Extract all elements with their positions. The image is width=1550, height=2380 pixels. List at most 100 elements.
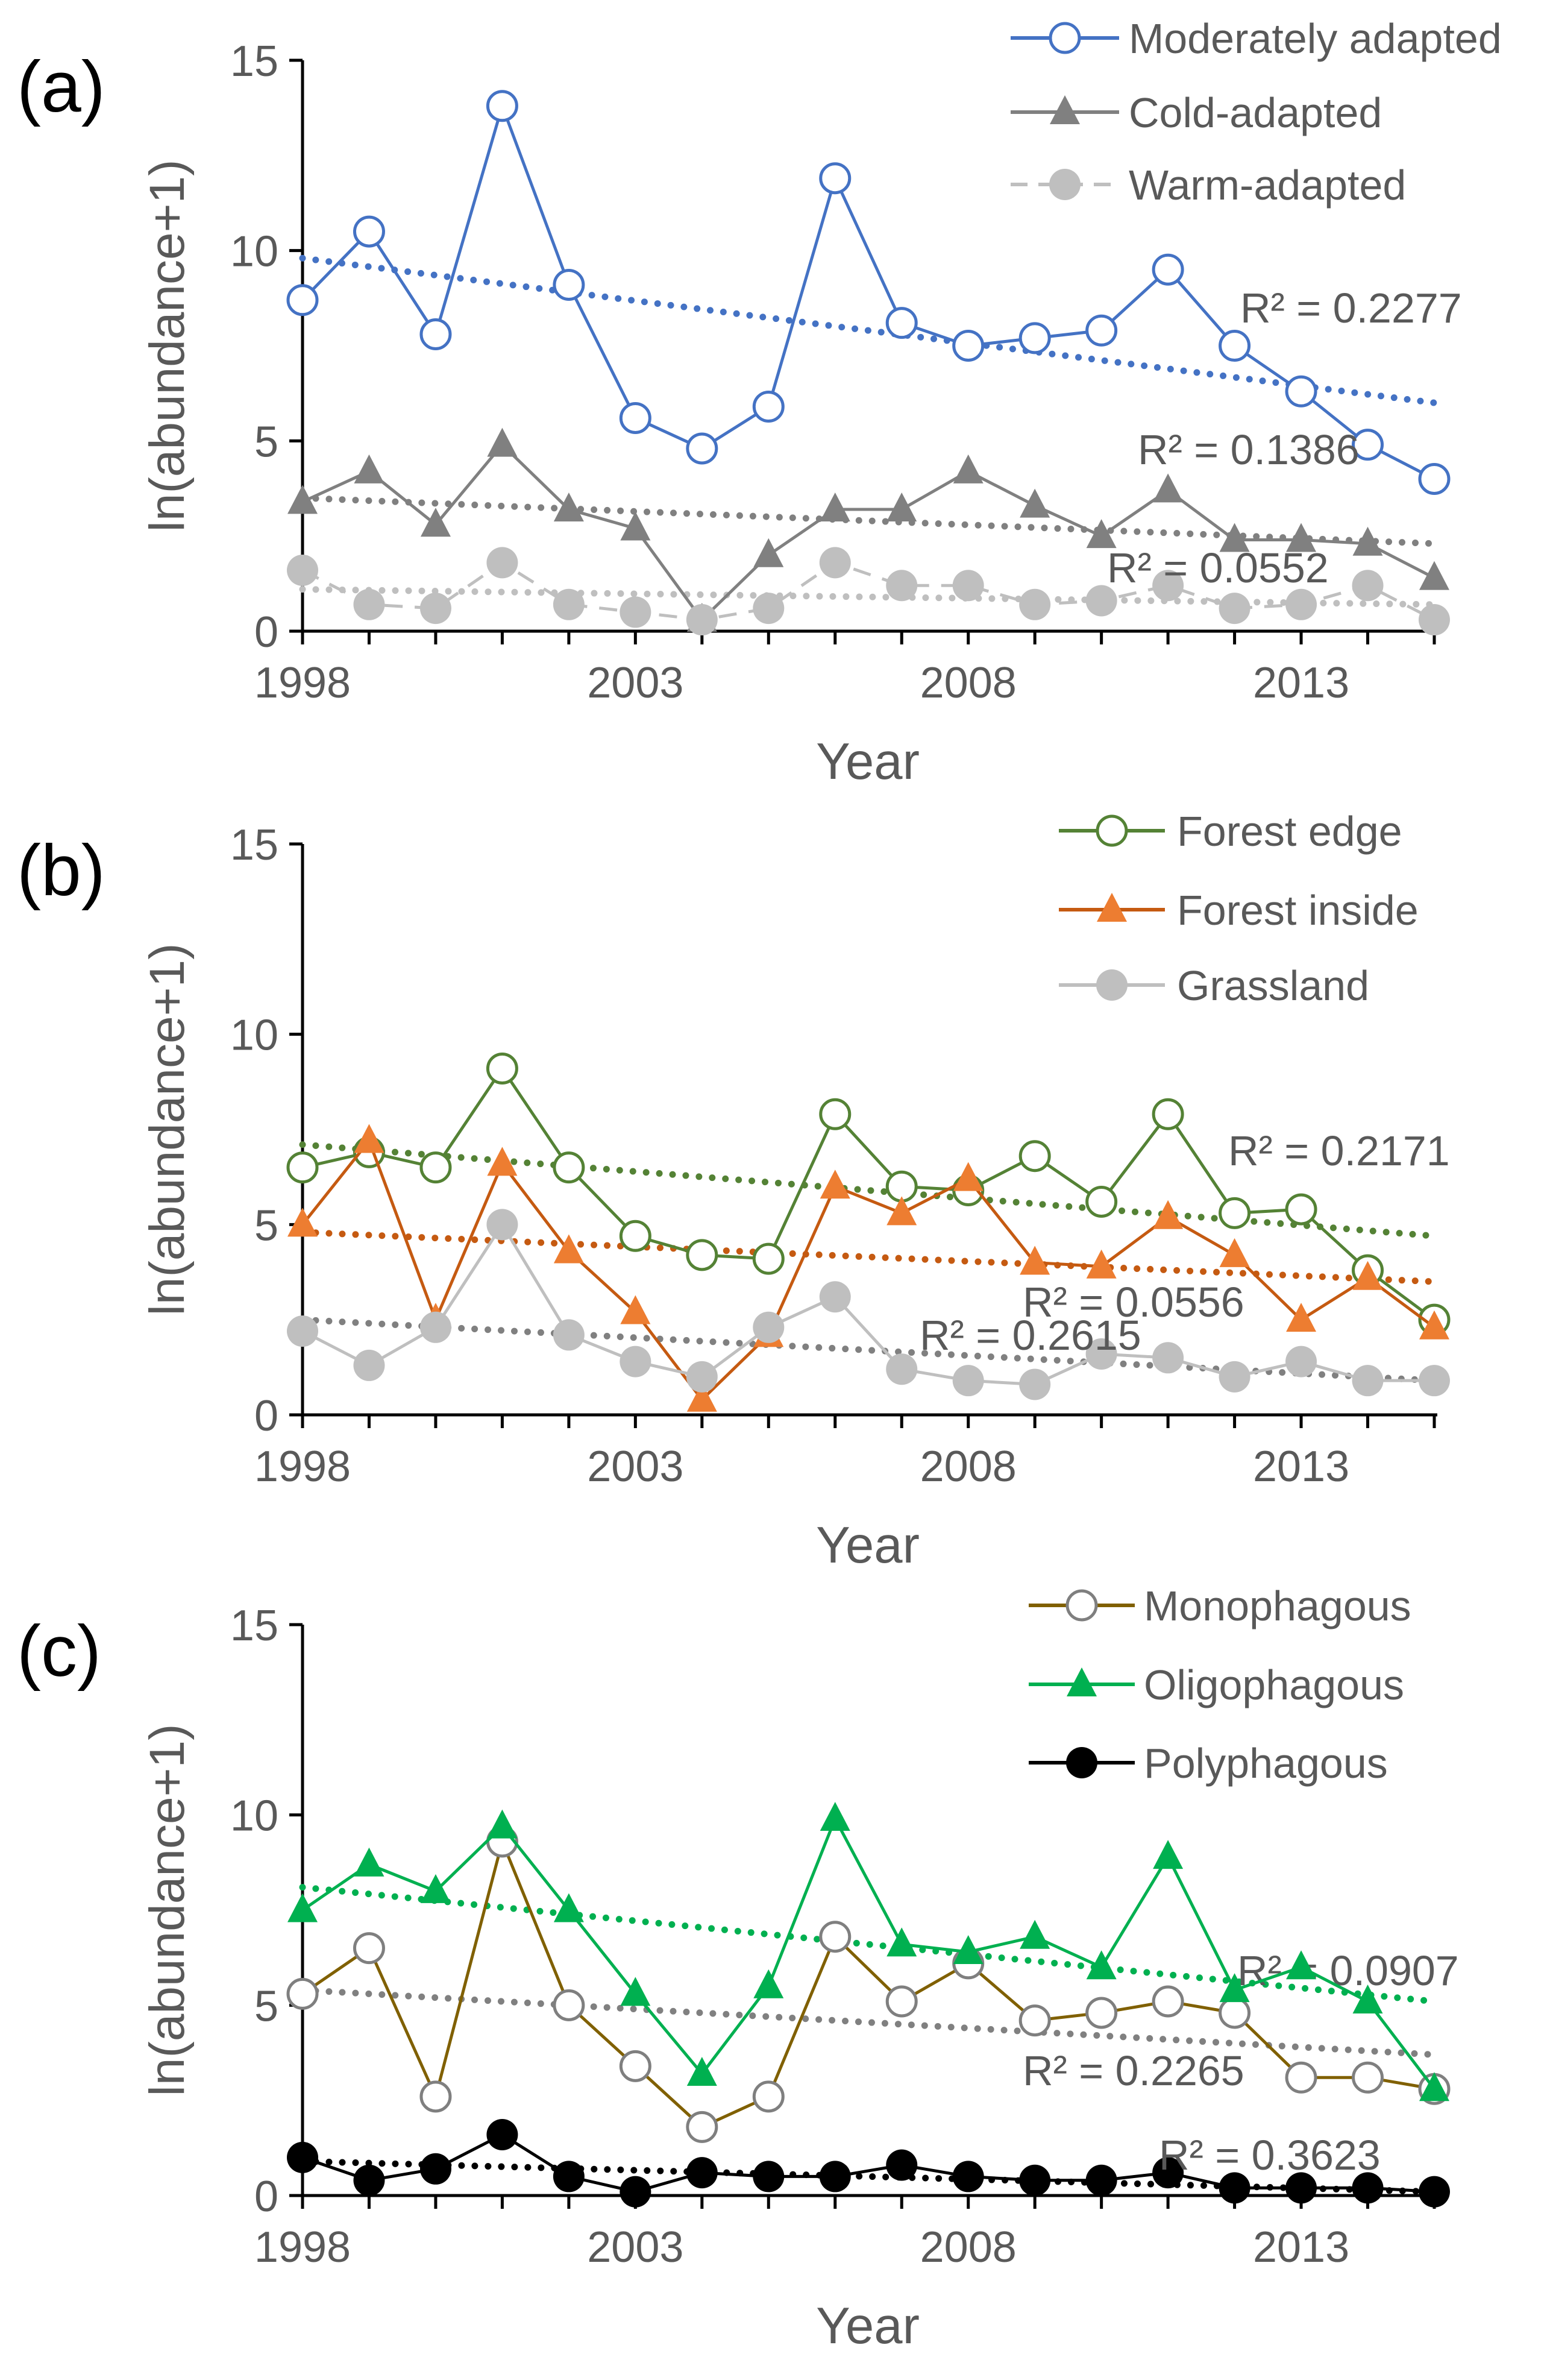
data-point	[353, 215, 385, 248]
data-point	[1085, 314, 1118, 347]
legend-marker	[1097, 893, 1127, 922]
r-squared-label: R² = 0.0556	[1023, 1279, 1244, 1326]
data-point	[420, 508, 451, 537]
data-point	[1020, 488, 1050, 518]
data-point	[1219, 1361, 1250, 1393]
trendline	[299, 494, 1438, 547]
data-point	[953, 1935, 984, 1964]
data-point	[1018, 1140, 1051, 1173]
legend-label: Warm-adapted	[1129, 162, 1406, 209]
data-point	[1152, 1985, 1184, 2018]
legend-item: Oligophagous	[1029, 1661, 1404, 1708]
legend-marker	[1050, 95, 1080, 124]
x-tick-label: 2003	[587, 659, 683, 707]
y-tick-label: 10	[230, 228, 278, 276]
data-point	[886, 1196, 917, 1226]
data-point	[686, 2056, 717, 2086]
data-point	[286, 1977, 319, 2010]
legend-label: Polyphagous	[1144, 1740, 1388, 1787]
data-point	[486, 547, 518, 579]
data-point	[952, 1365, 984, 1397]
data-point	[553, 1234, 584, 1264]
data-point	[1019, 588, 1051, 620]
data-point	[553, 1151, 585, 1184]
y-tick-label: 10	[230, 1792, 278, 1840]
data-point	[353, 2164, 385, 2196]
y-axis-label: ln(abundance+1)	[140, 160, 195, 532]
data-point	[1086, 1950, 1117, 1980]
data-point	[953, 1162, 984, 1191]
data-point	[753, 1311, 785, 1343]
y-axis-label: ln(abundance+1)	[140, 943, 195, 1316]
data-point	[619, 401, 651, 434]
data-point	[1285, 2061, 1317, 2094]
data-point	[1419, 2072, 1449, 2101]
trendline	[299, 1141, 1438, 1239]
data-point	[686, 604, 718, 636]
data-point	[486, 1052, 518, 1085]
data-point	[1219, 523, 1250, 552]
legend-marker	[1067, 1667, 1097, 1696]
data-point	[1219, 330, 1251, 362]
data-point	[686, 1239, 718, 1271]
data-point	[886, 492, 917, 521]
legend-label: Monophagous	[1144, 1582, 1411, 1629]
data-point	[1285, 1193, 1317, 1226]
series-warm-adapted	[287, 547, 1450, 636]
data-point	[1152, 570, 1184, 602]
data-point	[487, 1147, 518, 1176]
data-point	[1219, 1238, 1250, 1267]
data-point	[1419, 1310, 1449, 1340]
data-point	[686, 2157, 718, 2189]
legend-marker	[1096, 814, 1128, 847]
chart-panel-b: (b) ln(abundance+1) 0 5 10 15 1998 2003 2008 2013…	[17, 808, 1451, 1574]
data-point	[1085, 585, 1117, 617]
data-point	[1152, 2157, 1184, 2189]
data-point	[1086, 1249, 1117, 1279]
data-point	[886, 1927, 917, 1957]
data-point	[952, 330, 985, 362]
legend-marker	[1096, 969, 1128, 1001]
data-point	[287, 1315, 318, 1347]
data-point	[1286, 523, 1317, 552]
data-point	[819, 1098, 852, 1130]
data-point	[1020, 1919, 1050, 1949]
data-point	[1085, 1338, 1117, 1370]
panel-label: (c)	[17, 1611, 101, 1692]
data-point	[753, 593, 785, 625]
data-point	[286, 284, 319, 316]
data-point	[487, 1809, 518, 1839]
x-tick-label: 2013	[1253, 2223, 1349, 2271]
legend-label: Oligophagous	[1144, 1661, 1404, 1708]
data-point	[486, 2118, 518, 2150]
y-tick-label: 0	[254, 2173, 278, 2221]
data-point	[1285, 2172, 1317, 2204]
data-point	[1085, 2164, 1117, 2196]
data-point	[1285, 588, 1317, 620]
data-point	[1219, 1973, 1250, 2003]
r-squared-label: R² = 0.2277	[1240, 285, 1462, 332]
x-tick-label: 2008	[920, 2223, 1017, 2271]
chart-panel-a: (a) ln(abundance+1) 0 5 10 15 1998 2003 2008 2013…	[17, 15, 1502, 790]
r-squared-label: R² = 0.2265	[1023, 2047, 1244, 2094]
data-point	[1419, 604, 1450, 636]
data-point	[1419, 1365, 1450, 1397]
data-point	[486, 90, 518, 122]
data-point	[753, 1969, 784, 1998]
data-point	[1152, 1342, 1184, 1374]
x-axis-label: Year	[816, 2297, 920, 2355]
data-point	[553, 2161, 585, 2193]
data-point	[1352, 1985, 1383, 2014]
legend-item: Forest edge	[1059, 808, 1402, 855]
x-axis-label: Year	[816, 733, 920, 790]
data-point	[1018, 2004, 1051, 2037]
data-point	[819, 547, 851, 579]
y-tick-label: 10	[230, 1012, 278, 1060]
data-point	[287, 1207, 318, 1237]
y-tick-label: 5	[254, 418, 278, 466]
data-point	[1085, 1997, 1118, 2029]
data-point	[1219, 1997, 1251, 2029]
data-point	[419, 1151, 452, 1184]
data-point	[354, 454, 384, 483]
